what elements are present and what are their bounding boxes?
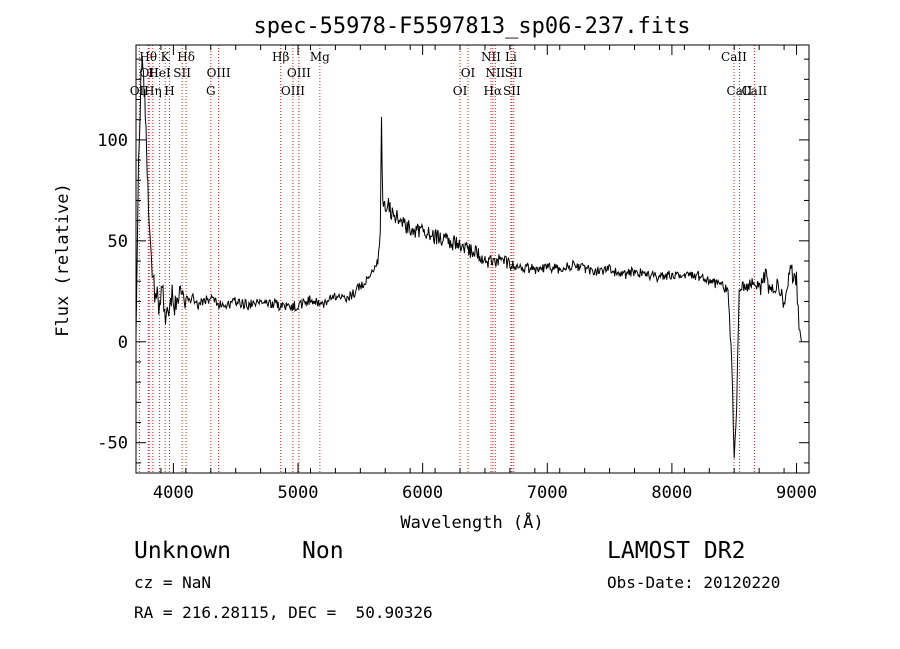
x-tick-label: 7000	[527, 483, 568, 503]
y-tick-label: 50	[108, 232, 128, 252]
x-tick-label: 4000	[153, 483, 194, 503]
x-tick-label: 6000	[402, 483, 443, 503]
line-markers	[138, 45, 755, 473]
line-label-hei: HeI	[148, 66, 171, 80]
line-label-oi: OI	[453, 84, 468, 98]
x-axis: 4000 5000 6000 7000 8000 9000	[135, 45, 817, 503]
coordinates: RA = 216.28115, DEC = 50.90326	[134, 603, 433, 622]
y-tick-label: 0	[118, 333, 128, 353]
object-class: Unknown	[134, 538, 231, 564]
line-label-li: Li	[505, 50, 517, 64]
chart-title: spec-55978-F5597813_sp06-237.fits	[253, 14, 690, 39]
y-tick-label: 100	[97, 131, 128, 151]
line-label-k: K	[161, 50, 171, 64]
line-label-nii: NII	[485, 66, 505, 80]
line-label-hη: Hη	[144, 84, 162, 98]
observation-date: Obs-Date: 20120220	[607, 573, 781, 592]
line-marker-labels: OIIHθOIIHηHeIKHSIIHδGOIIIHβOIIIOIIIMgOIO…	[130, 50, 768, 98]
line-label-oiii: OIII	[281, 84, 305, 98]
line-label-nii: NII	[481, 50, 501, 64]
spectrum-line	[135, 55, 802, 459]
line-label-h: H	[164, 84, 174, 98]
line-label-g: G	[206, 84, 216, 98]
plot-frame	[135, 44, 810, 474]
line-label-hβ: Hβ	[272, 50, 289, 64]
line-label-sii: SII	[173, 66, 191, 80]
line-label-sii: SII	[503, 84, 521, 98]
x-axis-label: Wavelength (Å)	[400, 511, 543, 533]
x-tick-label: 8000	[651, 483, 692, 503]
y-axis-label: Flux (relative)	[53, 183, 73, 337]
survey-name: LAMOST DR2	[607, 538, 746, 564]
x-tick-label: 5000	[278, 483, 319, 503]
redshift-value: cz = NaN	[134, 573, 212, 592]
line-label-sii: SII	[505, 66, 523, 80]
x-tick-label: 9000	[776, 483, 817, 503]
line-label-oiii: OIII	[287, 66, 311, 80]
line-label-caii: CaII	[721, 50, 747, 64]
object-subclass: Non	[302, 538, 344, 564]
line-label-oii: OII	[140, 66, 160, 80]
line-label-mg: Mg	[310, 50, 330, 64]
line-label-caii: CaII	[741, 84, 767, 98]
line-label-hθ: Hθ	[139, 50, 157, 64]
line-label-hα: Hα	[484, 84, 503, 98]
line-label-hδ: Hδ	[177, 50, 195, 64]
y-tick-label: -50	[97, 434, 128, 454]
y-axis: -50 0 50 100	[97, 58, 809, 464]
line-label-caii: CaII	[727, 84, 753, 98]
line-label-oiii: OIII	[207, 66, 231, 80]
line-label-oi: OI	[461, 66, 476, 80]
